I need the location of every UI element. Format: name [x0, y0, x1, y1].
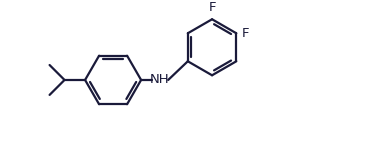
- Text: F: F: [208, 1, 216, 14]
- Text: NH: NH: [150, 74, 169, 86]
- Text: F: F: [242, 27, 249, 40]
